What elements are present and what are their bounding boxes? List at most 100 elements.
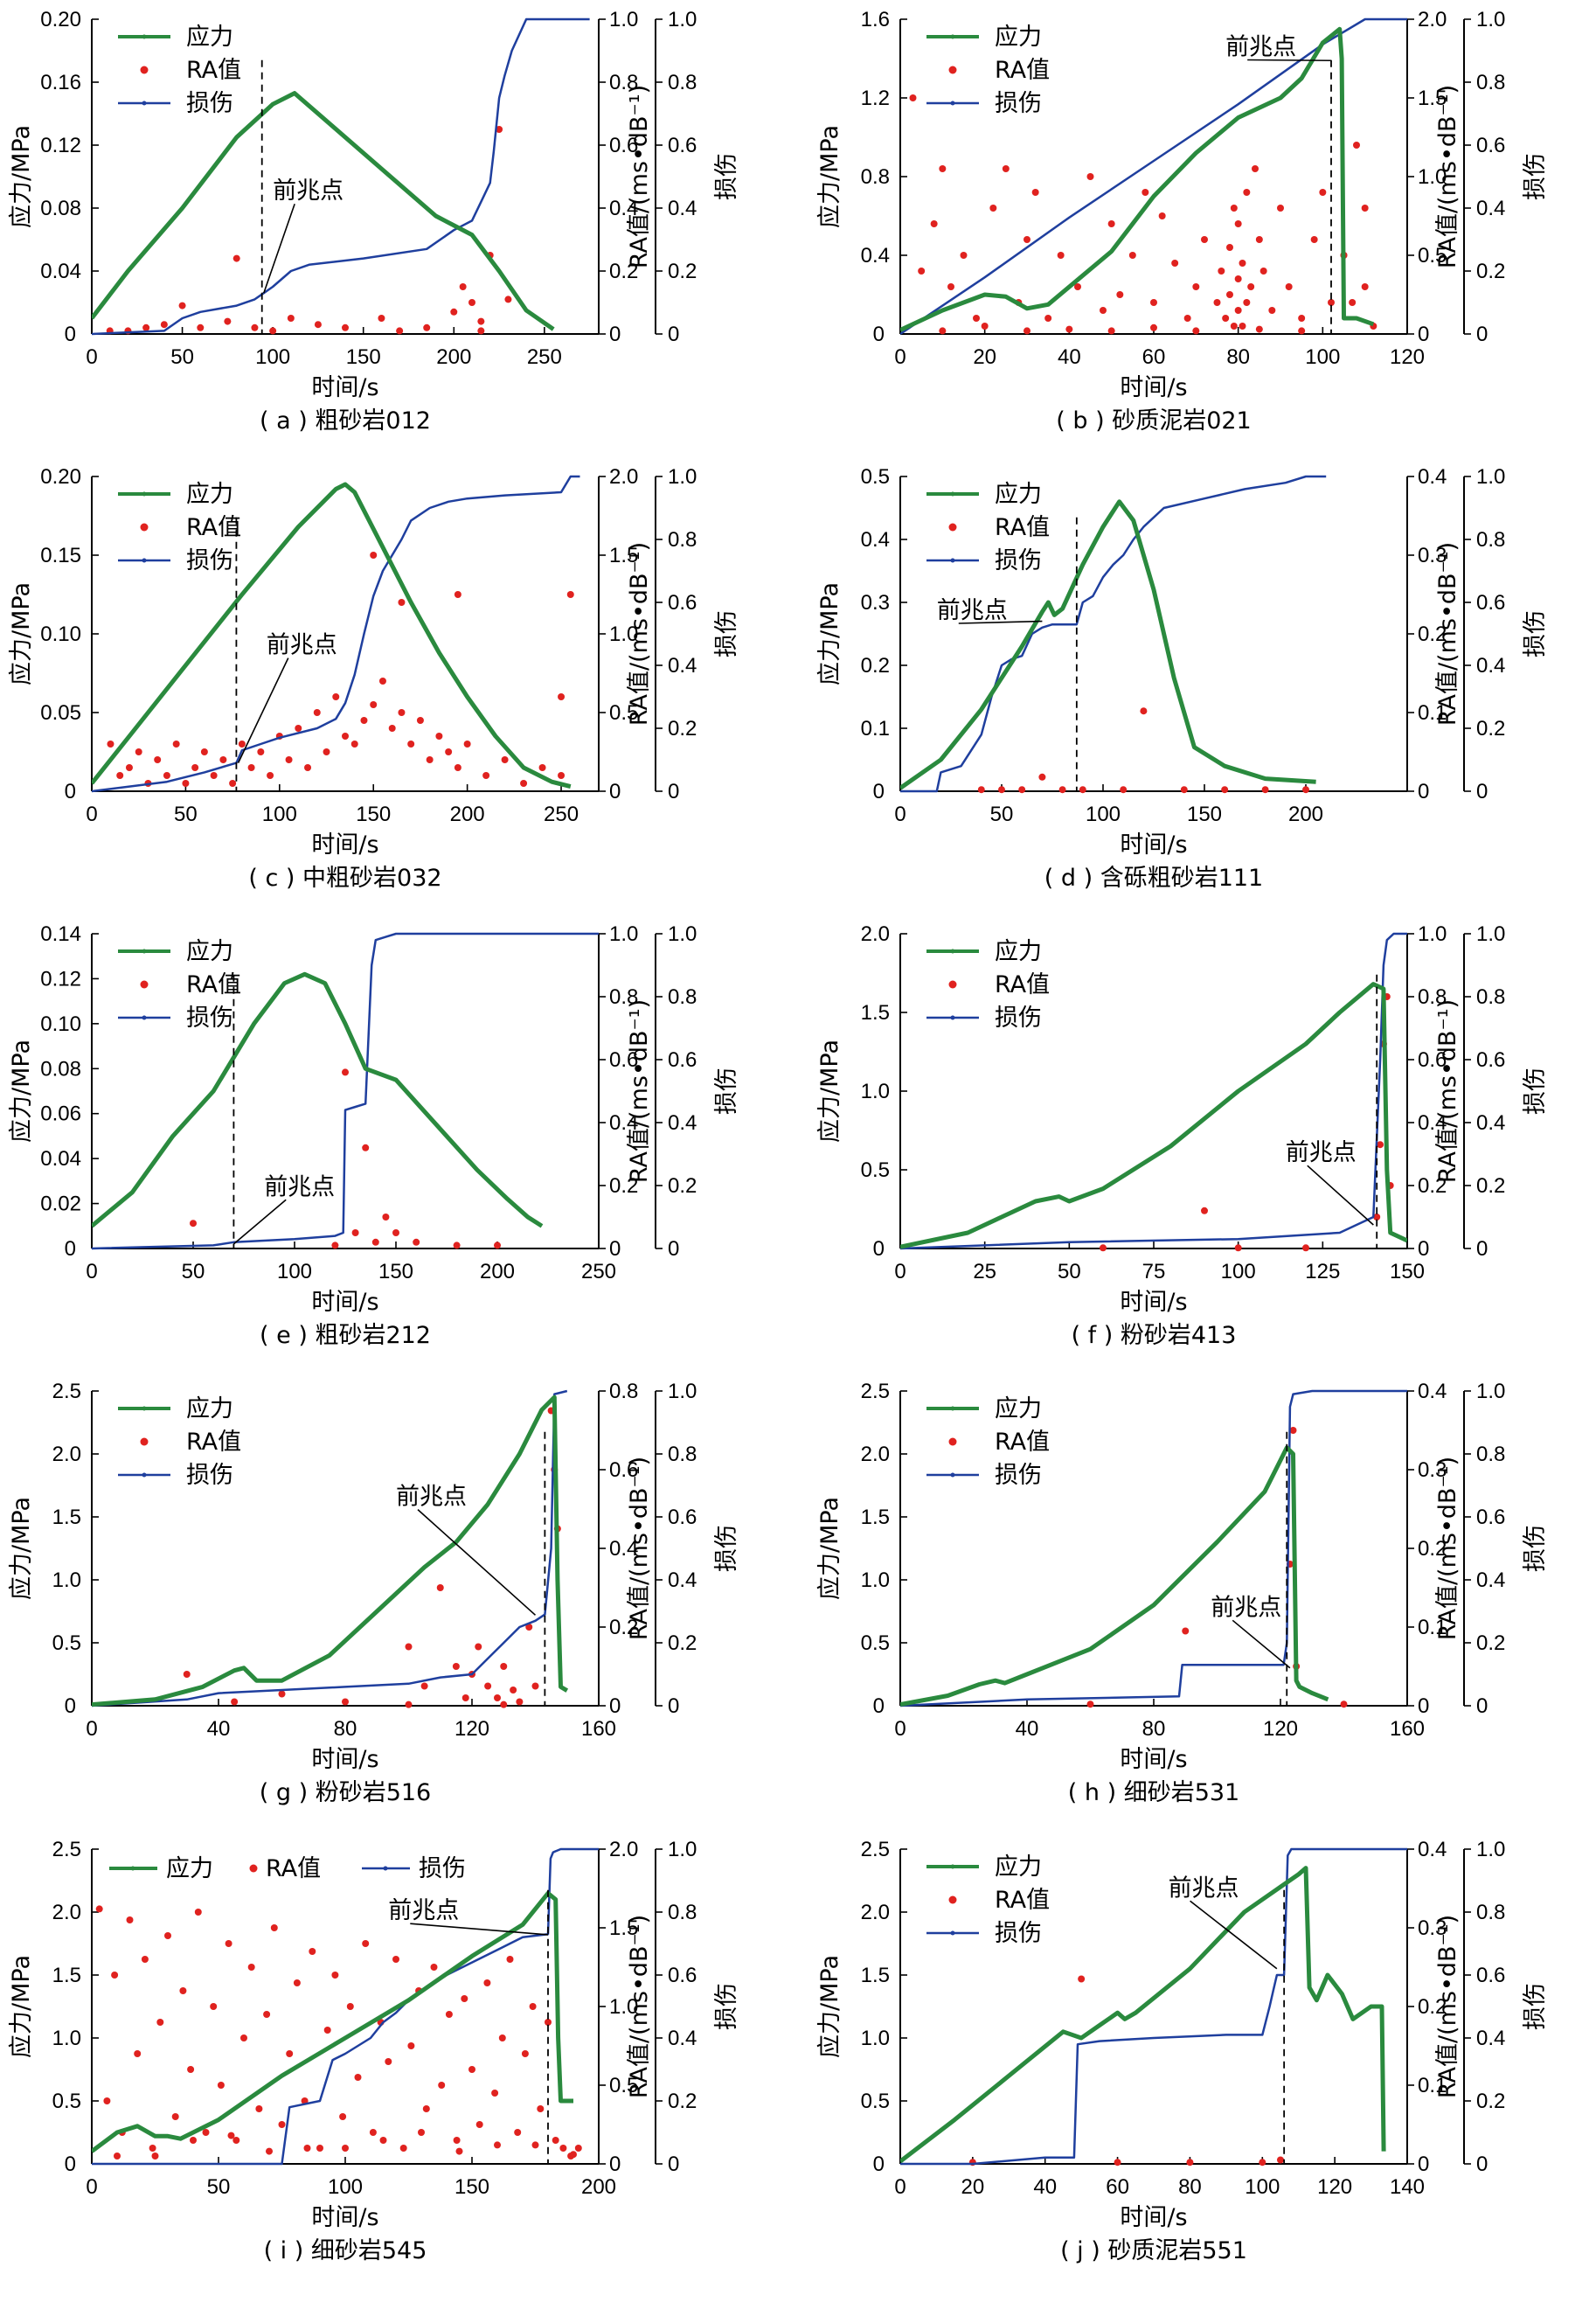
stress-line — [900, 1866, 1386, 2164]
damage-line — [900, 1389, 1407, 1707]
plot-area — [92, 475, 580, 793]
damage-tick-label: 0.4 — [1476, 197, 1505, 220]
ra-point — [385, 2058, 392, 2065]
damage-tick-label: 0 — [1476, 780, 1488, 803]
panel-caption: ( b ) 砂质泥岩021 — [1056, 407, 1252, 435]
ra-point — [960, 252, 968, 259]
ra-point — [1340, 1701, 1348, 1708]
ra-point — [1377, 1141, 1384, 1149]
ra-point — [332, 693, 340, 700]
panel-caption: ( i ) 细砂岩545 — [264, 2237, 427, 2264]
damage-axis-label: 损伤 — [713, 610, 740, 657]
x-tick-label: 0 — [86, 1717, 97, 1741]
x-axis-label: 时间/s — [1120, 1746, 1187, 1773]
stress-line — [92, 1890, 573, 2153]
ra-point — [438, 2082, 446, 2089]
y-tick-label: 1.5 — [861, 1964, 890, 1987]
ra-point — [1222, 315, 1230, 322]
damage-tick-label: 1.0 — [1476, 1380, 1505, 1403]
legend-label: 应力 — [995, 938, 1042, 965]
ra-point — [545, 2019, 552, 2026]
ra-point — [420, 1682, 428, 1690]
damage-tick-label: 0.6 — [1476, 1048, 1505, 1072]
x-tick-label: 160 — [581, 1717, 616, 1741]
ra-point — [1230, 205, 1238, 212]
x-tick-label: 0 — [894, 345, 906, 369]
x-axis-label: 时间/s — [1120, 831, 1187, 859]
y-tick-label: 0.5 — [861, 1631, 890, 1655]
ra-tick-label: 0 — [1418, 1694, 1429, 1718]
ra-point — [452, 1663, 460, 1670]
precursor-label: 前兆点 — [264, 1173, 335, 1200]
ra-point — [1226, 244, 1233, 251]
x-tick-label: 0 — [894, 1717, 906, 1741]
precursor-leader — [232, 1199, 287, 1245]
x-tick-label: 40 — [207, 1717, 231, 1741]
legend-swatch — [948, 1437, 957, 1446]
ra-point — [1044, 315, 1052, 322]
ra-point — [436, 1584, 444, 1591]
ra-point — [1239, 323, 1246, 330]
ra-point — [392, 1229, 399, 1236]
ra-point — [182, 780, 190, 787]
ra-point — [267, 772, 274, 779]
y-axis-label: 应力/MPa — [816, 582, 843, 685]
x-tick-label: 50 — [207, 2175, 231, 2199]
y-tick-label: 0 — [65, 1694, 76, 1718]
y-tick-label: 0 — [873, 2153, 885, 2176]
x-tick-label: 40 — [1016, 1717, 1039, 1741]
legend-label: RA值 — [186, 1429, 241, 1456]
y-tick-label: 0 — [65, 780, 76, 803]
ra-point — [126, 1916, 134, 1923]
y-tick-label: 0.10 — [40, 622, 81, 646]
ra-tick-label: 2.0 — [609, 465, 638, 489]
y-tick-label: 2.5 — [861, 1380, 890, 1403]
x-tick-label: 0 — [86, 803, 97, 826]
legend-swatch — [140, 523, 149, 532]
ra-point — [525, 1624, 533, 1631]
ra-point — [1243, 299, 1251, 306]
damage-line — [92, 932, 599, 1250]
ra-point — [1120, 786, 1128, 794]
ra-axis-label: RA值/(ms•dB⁻¹) — [626, 999, 653, 1183]
ra-point — [455, 2147, 463, 2155]
damage-tick-label: 0.8 — [1476, 1443, 1505, 1466]
chart-panel-i: 0 50 100 150 20000.51.01.52.02.500.51.01.52.… — [8, 1838, 740, 2264]
legend-label: 应力 — [995, 481, 1042, 508]
legend-label: 应力 — [186, 938, 233, 965]
ra-point — [574, 2145, 582, 2152]
damage-line — [92, 1389, 568, 1707]
ra-point — [1234, 220, 1242, 227]
x-tick-label: 60 — [1106, 2175, 1129, 2199]
legend-marker — [142, 101, 147, 106]
legend-marker — [142, 558, 147, 563]
y-axis-label: 应力/MPa — [8, 1497, 35, 1600]
ra-point — [217, 2082, 225, 2089]
ra-point — [1218, 268, 1225, 275]
x-tick-label: 80 — [1142, 1717, 1166, 1741]
x-tick-label: 125 — [1305, 1260, 1340, 1283]
x-tick-label: 100 — [255, 345, 290, 369]
ra-point — [514, 2129, 522, 2136]
ra-point — [477, 327, 485, 335]
ra-point — [197, 323, 205, 331]
ra-point — [537, 2105, 545, 2112]
ra-point — [316, 2145, 323, 2152]
damage-axis-label: 损伤 — [1522, 1525, 1549, 1572]
ra-point — [1268, 307, 1276, 314]
x-tick-label: 150 — [378, 1260, 413, 1283]
ra-axis-label: RA值/(ms•dB⁻¹) — [626, 542, 653, 726]
y-tick-label: 0.5 — [52, 1631, 81, 1655]
damage-line — [900, 475, 1327, 793]
ra-point — [1285, 283, 1293, 290]
legend-label: 应力 — [186, 1395, 233, 1422]
ra-point — [531, 1682, 539, 1690]
ra-tick-label: 0.2 — [1418, 1537, 1447, 1561]
ra-tick-label: 0.2 — [1418, 622, 1447, 646]
ra-point — [232, 254, 240, 262]
legend-label: 损伤 — [995, 1005, 1042, 1032]
ra-point — [484, 1682, 492, 1690]
